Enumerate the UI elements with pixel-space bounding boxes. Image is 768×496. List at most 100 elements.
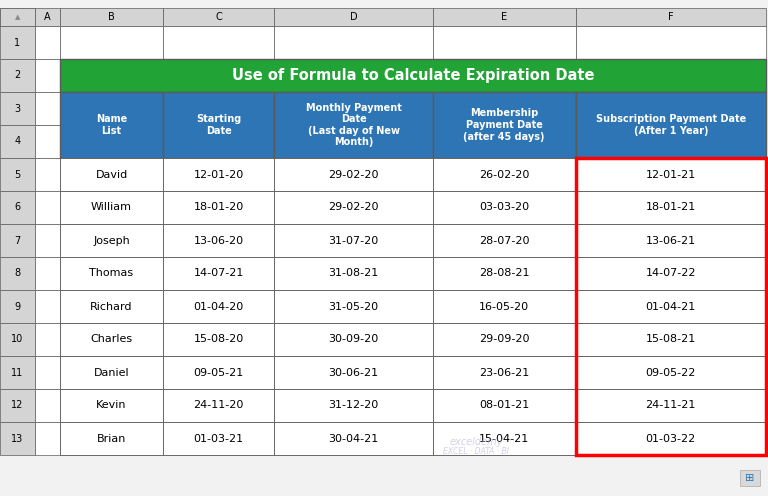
Bar	[433, 323, 576, 356]
Bar	[35, 26, 60, 59]
Bar	[433, 257, 576, 290]
Text: E: E	[502, 12, 508, 22]
Text: 14-07-22: 14-07-22	[646, 268, 696, 278]
Text: 31-08-21: 31-08-21	[329, 268, 379, 278]
Text: Daniel: Daniel	[94, 368, 129, 377]
Bar	[274, 356, 433, 389]
Bar	[163, 8, 274, 26]
Bar	[60, 422, 163, 455]
Bar	[576, 290, 766, 323]
Text: 01-04-21: 01-04-21	[646, 302, 696, 311]
Bar	[0, 125, 35, 158]
Bar	[274, 422, 433, 455]
Text: 2: 2	[15, 70, 21, 80]
Bar	[163, 92, 274, 158]
Text: 7: 7	[15, 236, 21, 246]
Bar	[576, 92, 766, 158]
Bar	[60, 356, 163, 389]
Bar	[60, 125, 163, 158]
Bar	[576, 26, 766, 59]
Text: A: A	[45, 12, 51, 22]
Text: Kevin: Kevin	[96, 400, 127, 411]
Text: 5: 5	[15, 170, 21, 180]
Bar	[433, 290, 576, 323]
Text: 31-07-20: 31-07-20	[329, 236, 379, 246]
Text: 30-06-21: 30-06-21	[329, 368, 379, 377]
Bar	[433, 389, 576, 422]
Bar	[576, 290, 766, 323]
Bar	[576, 158, 766, 191]
Bar	[576, 8, 766, 26]
Bar	[576, 224, 766, 257]
Text: Brian: Brian	[97, 434, 126, 443]
Bar	[433, 257, 576, 290]
Bar	[35, 8, 60, 26]
Text: 15-08-21: 15-08-21	[646, 334, 696, 345]
Bar	[274, 323, 433, 356]
Bar	[274, 389, 433, 422]
Bar	[60, 356, 163, 389]
Bar	[163, 290, 274, 323]
Bar	[433, 8, 576, 26]
Bar	[274, 257, 433, 290]
Bar	[0, 323, 35, 356]
Text: 14-07-21: 14-07-21	[194, 268, 243, 278]
Bar	[0, 92, 35, 125]
Text: 23-06-21: 23-06-21	[479, 368, 529, 377]
Bar	[576, 356, 766, 389]
Text: 08-01-21: 08-01-21	[479, 400, 529, 411]
Text: exceldemy: exceldemy	[449, 437, 503, 447]
Bar	[35, 224, 60, 257]
Bar	[163, 92, 274, 125]
Bar	[60, 26, 163, 59]
Bar	[576, 191, 766, 224]
Text: 29-02-20: 29-02-20	[328, 170, 379, 180]
Bar	[35, 290, 60, 323]
Text: Thomas: Thomas	[90, 268, 134, 278]
Text: 13-06-21: 13-06-21	[646, 236, 696, 246]
Bar	[274, 92, 433, 125]
Text: 28-08-21: 28-08-21	[479, 268, 529, 278]
Text: 18-01-21: 18-01-21	[646, 202, 696, 212]
Bar	[60, 59, 163, 92]
Text: Charles: Charles	[91, 334, 133, 345]
Bar	[0, 8, 35, 26]
Bar	[274, 191, 433, 224]
Bar	[163, 125, 274, 158]
Text: 01-03-22: 01-03-22	[646, 434, 696, 443]
Bar	[35, 158, 60, 191]
Bar	[0, 422, 35, 455]
Bar	[433, 191, 576, 224]
Bar	[274, 356, 433, 389]
Text: 09-05-21: 09-05-21	[194, 368, 243, 377]
Bar	[60, 158, 163, 191]
Bar	[0, 59, 35, 92]
Bar	[274, 290, 433, 323]
Text: 1: 1	[15, 38, 21, 48]
Bar	[163, 59, 274, 92]
Bar	[433, 59, 576, 92]
Bar	[163, 389, 274, 422]
Text: F: F	[668, 12, 674, 22]
Bar	[163, 158, 274, 191]
Text: 29-02-20: 29-02-20	[328, 202, 379, 212]
Text: 31-05-20: 31-05-20	[329, 302, 379, 311]
Bar	[163, 422, 274, 455]
Bar	[433, 323, 576, 356]
Bar	[35, 92, 60, 125]
Text: 30-09-20: 30-09-20	[329, 334, 379, 345]
Text: 12-01-21: 12-01-21	[646, 170, 696, 180]
Text: 15-04-21: 15-04-21	[479, 434, 529, 443]
Bar	[576, 158, 766, 191]
Bar	[60, 257, 163, 290]
Text: ⊞: ⊞	[745, 473, 755, 483]
Text: 8: 8	[15, 268, 21, 278]
Bar	[576, 257, 766, 290]
Text: 28-07-20: 28-07-20	[479, 236, 529, 246]
Bar	[60, 92, 163, 125]
Bar	[576, 125, 766, 158]
Text: 12: 12	[12, 400, 24, 411]
Text: 26-02-20: 26-02-20	[479, 170, 529, 180]
Bar	[35, 257, 60, 290]
Bar	[60, 59, 766, 92]
